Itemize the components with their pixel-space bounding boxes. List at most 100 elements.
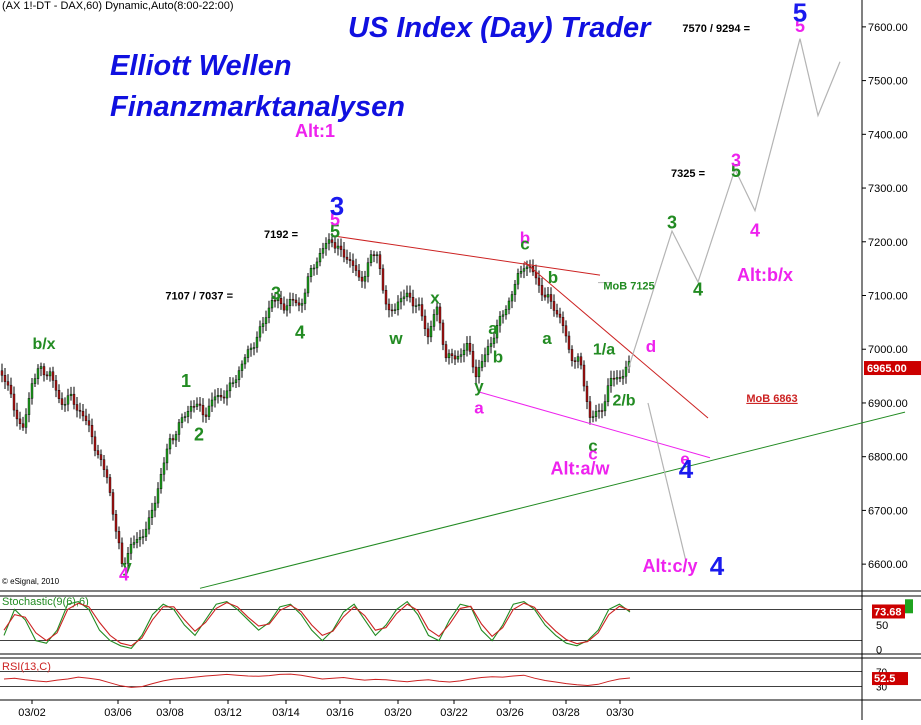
candle-body	[279, 298, 283, 305]
candle-body	[456, 356, 460, 360]
wave-label: a	[474, 399, 484, 418]
candle-body	[408, 292, 412, 298]
candle-body	[114, 514, 118, 532]
candle-body	[129, 544, 133, 554]
candle-body	[333, 242, 337, 249]
wave-label: 2/b	[612, 393, 635, 410]
candle-body	[51, 371, 55, 381]
rsi-line	[3, 673, 631, 688]
candle-body	[483, 354, 487, 362]
candle-body	[96, 450, 100, 455]
wave-label: 5	[330, 221, 340, 241]
rsi-last-value: 52.5	[874, 673, 895, 685]
wave-label: 5	[731, 161, 741, 181]
candle-body	[255, 336, 259, 348]
candle-body	[363, 276, 367, 282]
trendline-magenta	[479, 391, 711, 459]
candle-body	[291, 299, 295, 301]
candle-body	[582, 364, 586, 387]
candle-body	[357, 270, 361, 278]
wave-label: 5	[793, 0, 807, 27]
candle-body	[489, 343, 493, 347]
candle-body	[561, 317, 565, 326]
candle-body	[432, 314, 436, 327]
stoch-value-box-green	[905, 599, 913, 614]
candle-body	[519, 271, 523, 274]
candle-body	[150, 509, 154, 518]
candle-body	[54, 380, 58, 391]
candle-body	[222, 396, 226, 399]
wave-label: 1	[181, 371, 191, 391]
candle-body	[309, 268, 313, 277]
candle-body	[216, 395, 220, 398]
esignal-credit: © eSignal, 2010	[2, 577, 60, 586]
candle-body	[348, 259, 352, 261]
date-tick-label: 03/08	[156, 707, 184, 719]
candle-body	[498, 316, 502, 326]
wave-label: 4	[295, 322, 305, 342]
price-tick-label: 6700.00	[868, 505, 908, 517]
candle-body	[405, 292, 409, 298]
candle-body	[402, 296, 406, 299]
date-tick-label: 03/20	[384, 707, 412, 719]
stoch-last-value: 73.68	[874, 606, 902, 618]
candle-body	[501, 314, 505, 317]
candle-body	[39, 366, 43, 369]
trendline-red	[523, 261, 709, 419]
candle-body	[36, 368, 40, 379]
candle-body	[57, 390, 61, 399]
candle-body	[84, 415, 88, 421]
wave-label: 7192 =	[264, 229, 298, 241]
candle-body	[69, 393, 73, 396]
candle-body	[429, 326, 433, 338]
candle-body	[594, 411, 598, 417]
candle-body	[183, 416, 187, 418]
candle-body	[9, 384, 13, 395]
candle-body	[189, 406, 193, 412]
candle-body	[552, 301, 556, 311]
wave-label: a	[488, 319, 498, 338]
candle-body	[6, 381, 10, 386]
candle-body	[66, 395, 70, 405]
candle-body	[141, 536, 145, 538]
candle-body	[87, 420, 91, 426]
rsi-value-box	[872, 672, 908, 686]
price-tick-label: 7500.00	[868, 76, 908, 88]
wave-label: c	[588, 444, 597, 463]
candle-body	[15, 409, 19, 420]
candle-body	[12, 393, 16, 411]
candle-body	[510, 294, 514, 302]
candle-body	[162, 462, 166, 475]
candle-body	[42, 366, 46, 376]
date-tick-label: 03/12	[214, 707, 242, 719]
candle-body	[126, 553, 130, 564]
candle-body	[297, 302, 301, 306]
wave-label: 4	[679, 454, 694, 484]
price-tick-label: 7200.00	[868, 237, 908, 249]
price-tick-label: 7300.00	[868, 183, 908, 195]
candle-body	[225, 390, 229, 399]
wave-label: Alt:1	[295, 121, 335, 141]
candle-body	[576, 356, 580, 362]
candle-body	[108, 477, 112, 493]
candle-body	[243, 357, 247, 365]
candle-body	[537, 277, 541, 286]
price-tick-label: 6900.00	[868, 398, 908, 410]
wave-label: 3	[731, 151, 741, 171]
candle-body	[417, 304, 421, 306]
candle-body	[237, 370, 241, 381]
trendline-green	[199, 411, 906, 589]
candle-body	[318, 253, 322, 263]
candle-body	[471, 351, 475, 368]
trendline-red	[332, 235, 601, 276]
candle-body	[351, 260, 355, 266]
date-tick-label: 03/22	[440, 707, 468, 719]
candle-body	[249, 347, 253, 350]
candle-body	[123, 563, 127, 565]
wave-label: MoB 6863	[746, 393, 797, 405]
candle-body	[213, 396, 217, 401]
candle-body	[156, 488, 160, 504]
wave-label: 7107 / 7037 =	[165, 290, 233, 302]
